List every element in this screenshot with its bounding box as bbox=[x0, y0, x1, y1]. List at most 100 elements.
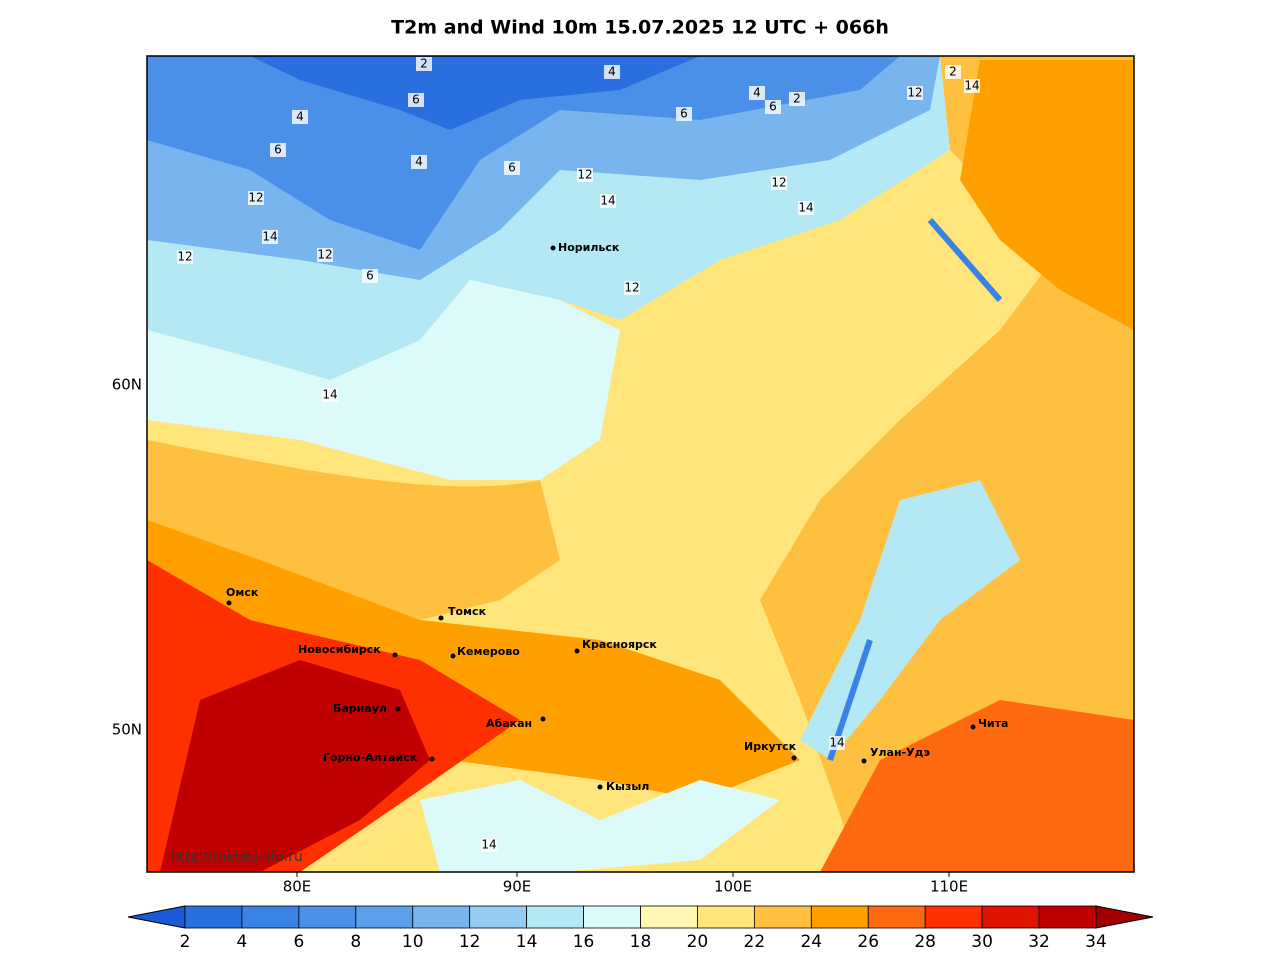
colorbar-segment bbox=[583, 905, 641, 929]
city-dot bbox=[226, 600, 232, 606]
city-label: Улан-Удэ bbox=[870, 746, 930, 759]
contour-label: 2 bbox=[949, 65, 957, 79]
city-label: Новосибирск bbox=[298, 643, 381, 656]
colorbar-segment bbox=[810, 905, 869, 929]
contour-label: 6 bbox=[412, 93, 420, 107]
city-label: Чита bbox=[978, 717, 1008, 730]
lon-label: 100E bbox=[714, 878, 752, 896]
colorbar-tick-label: 22 bbox=[744, 932, 766, 952]
contour-label-bg bbox=[177, 250, 193, 264]
map-frame bbox=[146, 55, 1135, 873]
colorbar-tick-label: 32 bbox=[1028, 932, 1050, 952]
contour-label: 12 bbox=[577, 168, 592, 182]
contour-label: 12 bbox=[177, 250, 192, 264]
contour-label: 12 bbox=[624, 281, 639, 295]
lon-label: 110E bbox=[930, 878, 968, 896]
contour-label-bg bbox=[624, 281, 640, 295]
lon-label: 90E bbox=[503, 878, 532, 896]
colorbar-tick-label: 24 bbox=[800, 932, 822, 952]
colorbar-tick-label: 6 bbox=[293, 932, 304, 952]
field bbox=[147, 56, 900, 250]
contour-label-bg bbox=[964, 79, 980, 93]
contour-label: 6 bbox=[680, 107, 688, 121]
contour-label-bg bbox=[789, 92, 805, 106]
lat-label: 60N bbox=[112, 376, 142, 394]
city-label: Иркутск bbox=[744, 740, 797, 753]
contour-label-bg bbox=[411, 155, 427, 169]
colorbar-segment bbox=[867, 905, 926, 929]
colorbar-tick-label: 2 bbox=[180, 932, 191, 952]
colorbar-tick-label: 4 bbox=[237, 932, 248, 952]
contour-label-bg bbox=[408, 93, 424, 107]
url: http://meteoinfo.ru bbox=[170, 849, 303, 865]
contour-label-bg bbox=[798, 201, 814, 215]
field bbox=[160, 660, 430, 872]
contour-label-bg bbox=[322, 388, 338, 402]
colorbar-segment bbox=[640, 905, 698, 929]
contour-label: 6 bbox=[274, 143, 282, 157]
city-label: Кызыл bbox=[606, 780, 649, 793]
contour-label: 2 bbox=[420, 57, 428, 71]
colorbar-tick-label: 8 bbox=[350, 932, 361, 952]
colorbar-tick-label: 12 bbox=[459, 932, 481, 952]
field bbox=[147, 280, 620, 480]
colorbar-tick-label: 20 bbox=[687, 932, 709, 952]
lon-label: 80E bbox=[283, 878, 312, 896]
contour-label: 14 bbox=[322, 388, 337, 402]
contour-label-bg bbox=[416, 57, 432, 71]
colorbar-tick-label: 10 bbox=[402, 932, 424, 952]
colorbar-tick-label: 26 bbox=[857, 932, 879, 952]
colorbar-tick-label: 30 bbox=[971, 932, 993, 952]
contour-label-bg bbox=[292, 110, 308, 124]
contour-label: 12 bbox=[771, 176, 786, 190]
contour-label-bg bbox=[749, 86, 765, 100]
colorbar-segment bbox=[469, 905, 528, 929]
city-label: Кемерово bbox=[457, 645, 520, 658]
colorbar-segment bbox=[241, 905, 300, 929]
lat-label: 50N bbox=[112, 721, 142, 739]
contour-label: 4 bbox=[753, 86, 761, 100]
city-label: Барнаул bbox=[333, 702, 387, 715]
map bbox=[147, 56, 1134, 872]
city-dot bbox=[392, 652, 398, 658]
contour-label-bg bbox=[577, 168, 593, 182]
contour-label: 4 bbox=[608, 65, 616, 79]
city-dot bbox=[574, 648, 580, 654]
contour-label: 12 bbox=[248, 191, 263, 205]
colorbar-segment bbox=[753, 905, 812, 929]
city-label: Норильск bbox=[558, 241, 620, 254]
contour-label: 14 bbox=[262, 230, 277, 244]
contour-label-bg bbox=[600, 194, 616, 208]
colorbar-tick-label: 28 bbox=[914, 932, 936, 952]
contour-label: 4 bbox=[415, 155, 423, 169]
contour-label-bg bbox=[907, 86, 923, 100]
title: T2m and Wind 10m 15.07.2025 12 UTC + 066… bbox=[391, 17, 889, 39]
contour-label: 14 bbox=[829, 736, 844, 750]
contour-label: 14 bbox=[964, 79, 979, 93]
contour-label-bg bbox=[262, 230, 278, 244]
city-dot bbox=[540, 716, 546, 722]
contour-label-bg bbox=[504, 161, 520, 175]
city-dot bbox=[429, 756, 435, 762]
colorbar-tick-label: 34 bbox=[1085, 932, 1107, 952]
contour-label-bg bbox=[362, 269, 378, 283]
colorbar-tick-label: 16 bbox=[573, 932, 595, 952]
field bbox=[250, 56, 700, 130]
contour-label-bg bbox=[829, 736, 845, 750]
contour-label-bg bbox=[248, 191, 264, 205]
colorbar-segment bbox=[924, 905, 983, 929]
contour-label-bg bbox=[270, 143, 286, 157]
contour-label: 12 bbox=[317, 248, 332, 262]
colorbar-segment bbox=[981, 905, 1040, 929]
contour-label: 6 bbox=[366, 269, 374, 283]
city-dot bbox=[861, 758, 867, 764]
contour-label-bg bbox=[481, 838, 497, 852]
contour-label-bg bbox=[945, 65, 961, 79]
contour-label: 14 bbox=[481, 838, 496, 852]
colorbar-segment bbox=[355, 905, 414, 929]
city-label: Красноярск bbox=[582, 638, 657, 651]
city-dot bbox=[438, 615, 444, 621]
city-label: Омск bbox=[226, 586, 259, 599]
colorbar-tick-label: 14 bbox=[516, 932, 538, 952]
